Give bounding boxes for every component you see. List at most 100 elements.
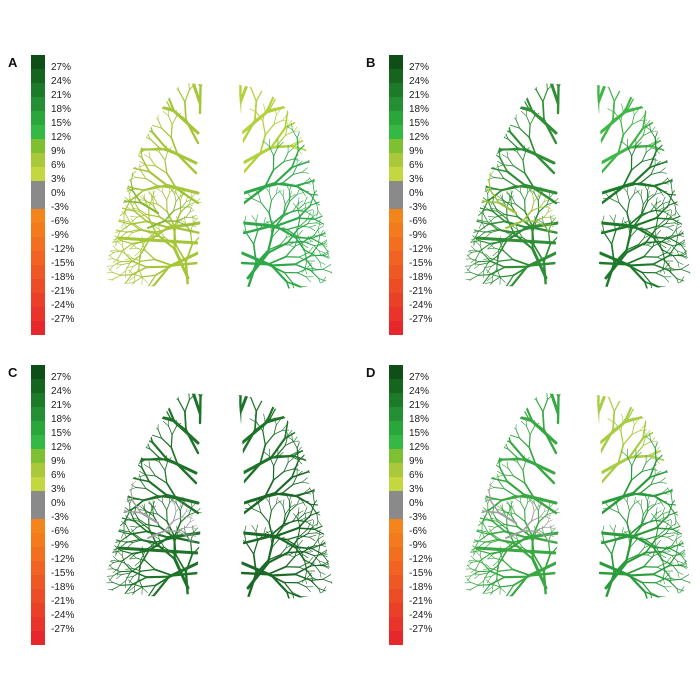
- airway-branch: [496, 228, 516, 235]
- airway-branch: [668, 85, 677, 93]
- airway-branch: [655, 135, 661, 142]
- airway-branch: [652, 263, 670, 272]
- airway-branch: [122, 104, 128, 110]
- airway-branch: [166, 520, 176, 538]
- airway-branch: [286, 281, 303, 289]
- airway-branch: [116, 505, 127, 512]
- airway-branch: [305, 519, 314, 523]
- airway-branch: [138, 228, 158, 235]
- colorbar-tick-label: 24%: [51, 76, 72, 87]
- airway-branch: [155, 226, 176, 234]
- airway-branch: [140, 456, 143, 469]
- airway-branch: [475, 551, 481, 557]
- colorbar-swatch: [389, 125, 403, 139]
- airway-branch: [151, 124, 163, 129]
- airway-branch: [642, 125, 647, 136]
- airway-branch: [492, 550, 504, 555]
- airway-branch: [286, 591, 293, 599]
- airway-branch: [473, 186, 487, 191]
- colorbar-tick-label: -18%: [409, 272, 433, 283]
- airway-branch: [461, 488, 469, 491]
- airway-branch: [546, 393, 548, 401]
- airway-branch: [472, 517, 482, 521]
- airway-branch: [682, 224, 689, 232]
- airway-branch: [117, 504, 124, 507]
- airway-branch: [610, 63, 626, 73]
- colorbar-swatch: [389, 379, 403, 393]
- airway-branch: [132, 190, 142, 204]
- airway-branch: [490, 583, 501, 588]
- airway-branch: [319, 400, 326, 403]
- airway-branch: [116, 594, 125, 597]
- airway-branch: [511, 235, 523, 238]
- airway-branch: [262, 450, 270, 457]
- airway-branch: [506, 89, 515, 92]
- airway-branch: [168, 115, 173, 126]
- airway-branch: [551, 217, 557, 223]
- airway-branch: [305, 69, 307, 75]
- airway-branch: [669, 76, 675, 78]
- airway-branch: [664, 260, 671, 268]
- airway-branch: [262, 85, 271, 90]
- airway-branch: [465, 514, 475, 516]
- airway-branch: [297, 510, 304, 515]
- airway-branch: [140, 139, 145, 148]
- airway-branch: [106, 524, 114, 527]
- airway-branch: [323, 488, 333, 493]
- airway-branch: [262, 395, 264, 400]
- airway-branch: [546, 393, 560, 415]
- airway-branch: [461, 184, 466, 189]
- airway-branch: [313, 409, 317, 416]
- airway-branch: [483, 266, 492, 268]
- airway-branch: [162, 396, 165, 408]
- airway-branch: [267, 546, 273, 561]
- airway-branch: [184, 224, 190, 231]
- airway-branch: [148, 399, 157, 402]
- airway-branch: [288, 451, 299, 457]
- airway-branch: [240, 74, 243, 81]
- colorbar-tick-label: 3%: [51, 484, 66, 495]
- airway-branch: [523, 172, 536, 190]
- airway-branch: [291, 591, 295, 599]
- airway-branch: [498, 139, 503, 148]
- airway-branch: [110, 530, 120, 534]
- airway-branch: [496, 474, 504, 478]
- airway-branch: [668, 268, 682, 271]
- airway-branch: [326, 137, 333, 139]
- colorbar-swatch: [31, 97, 45, 111]
- airway-branch: [249, 418, 257, 423]
- colorbar-swatch: [31, 477, 45, 491]
- colorbar-tick-label: 12%: [409, 442, 430, 453]
- airway-branch: [553, 83, 557, 84]
- airway-branch: [557, 83, 568, 88]
- airway-branch: [546, 511, 555, 516]
- airway-branch: [107, 187, 114, 191]
- colorbar-swatch: [31, 195, 45, 209]
- airway-branch: [549, 500, 551, 508]
- airway-branch: [136, 524, 148, 528]
- airway-branch: [109, 209, 116, 215]
- airway-branch: [112, 261, 122, 267]
- airway-branch: [618, 202, 628, 214]
- airway-branch: [496, 208, 506, 215]
- airway-branch: [470, 428, 476, 434]
- airway-branch: [143, 185, 159, 191]
- left-lung: [103, 393, 213, 597]
- airway-branch: [620, 110, 624, 122]
- airway-branch: [268, 455, 275, 467]
- airway-branch: [330, 256, 333, 259]
- colorbar-swatch: [31, 265, 45, 279]
- colorbar-swatch: [389, 265, 403, 279]
- airway-branch: [130, 451, 137, 457]
- airway-branch: [471, 250, 481, 253]
- airway-branch: [142, 94, 148, 100]
- airway-branch: [135, 456, 146, 461]
- airway-branch: [144, 124, 153, 127]
- airway-branch: [317, 418, 322, 425]
- airway-branch: [491, 406, 496, 412]
- airway-branch: [487, 188, 491, 194]
- airway-branch: [471, 413, 482, 417]
- airway-branch: [125, 510, 142, 514]
- airway-branch: [498, 146, 501, 159]
- airway-branch: [671, 111, 675, 119]
